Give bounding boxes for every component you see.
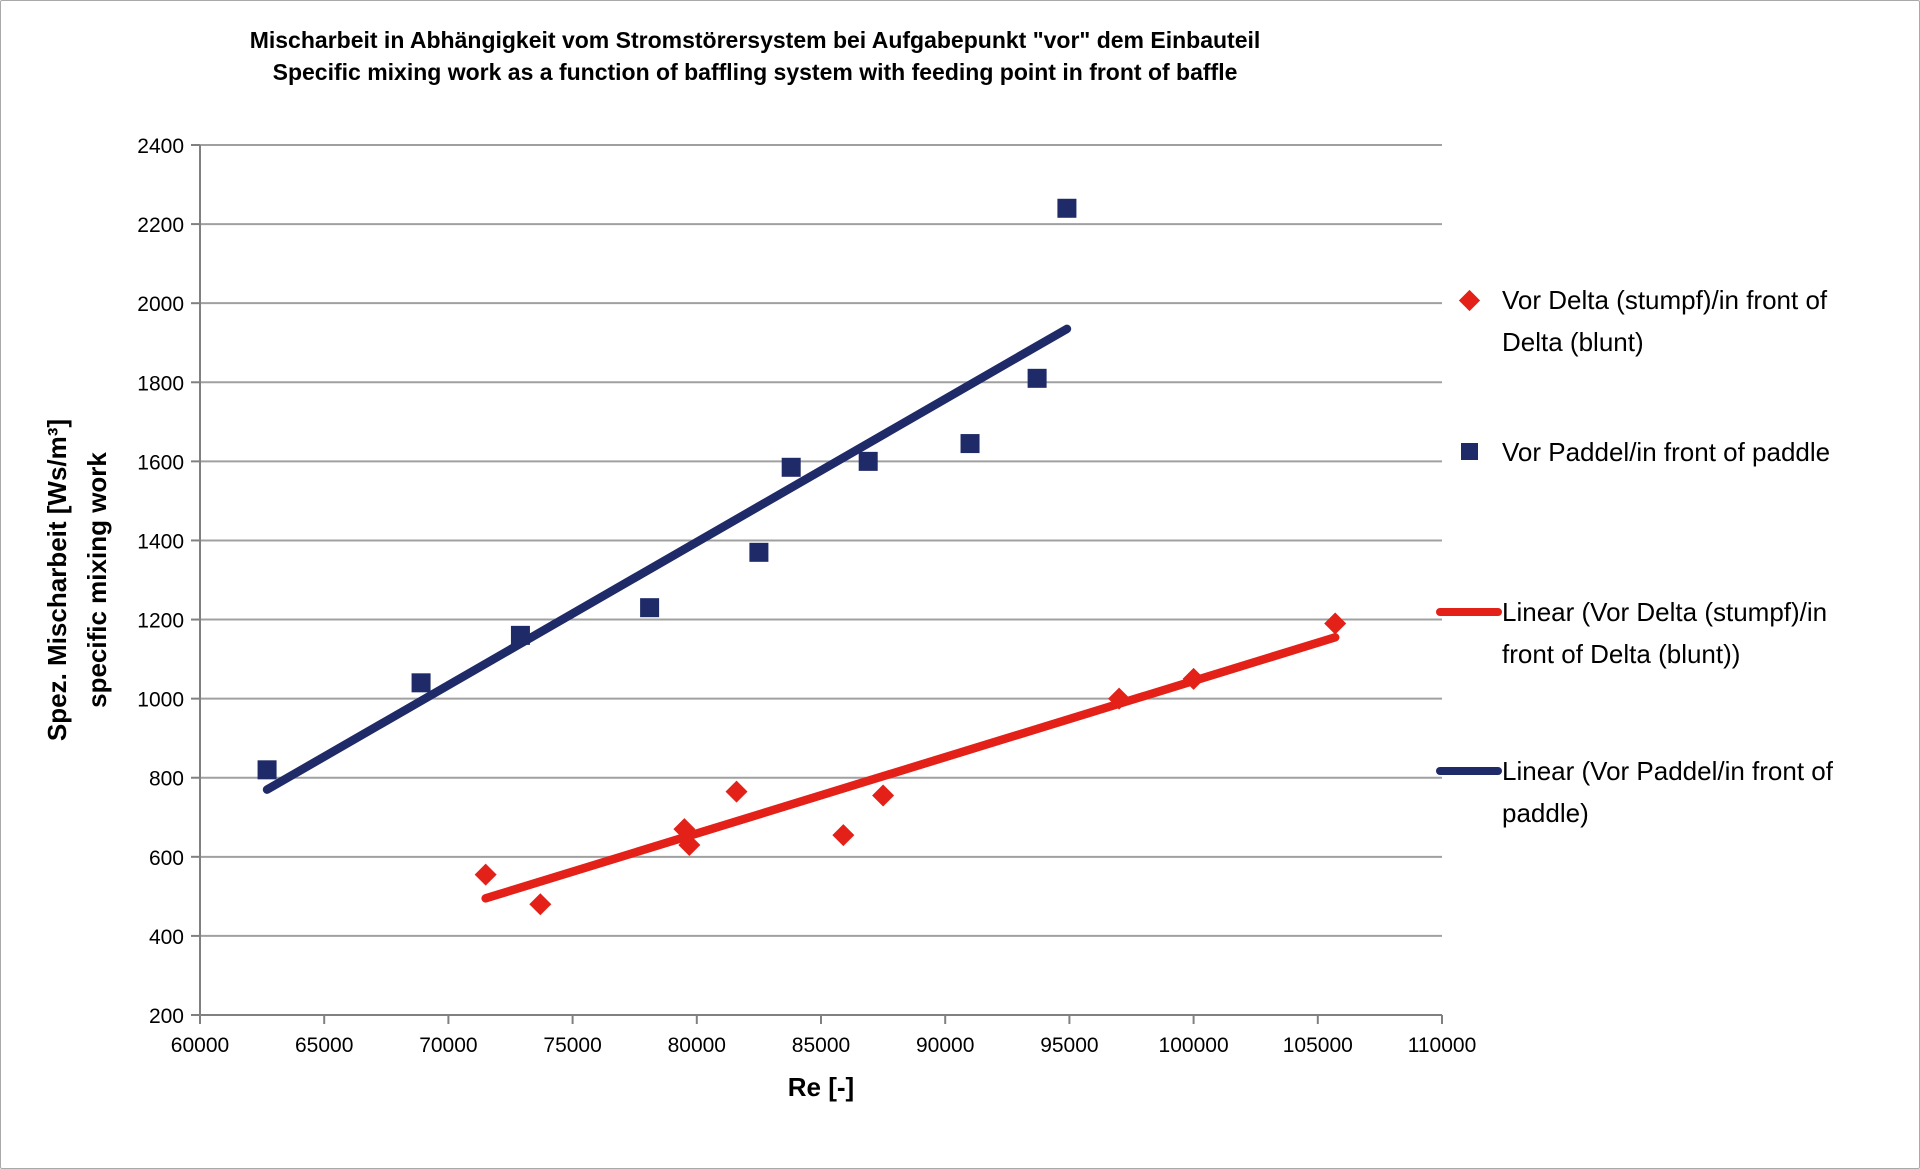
y-tick-label: 1600 bbox=[137, 451, 184, 474]
x-tick-label: 105000 bbox=[1283, 1034, 1353, 1057]
data-point-square bbox=[781, 457, 801, 477]
legend-label: Vor Paddel/in front of paddle bbox=[1502, 437, 1831, 467]
data-point-square bbox=[257, 760, 277, 780]
navy-trendline-icon bbox=[1436, 767, 1502, 775]
legend-entry-paddle-trendline: Linear (Vor Paddel/in front of paddle) bbox=[1436, 750, 1914, 834]
data-point-square bbox=[1027, 368, 1047, 388]
red-diamond-icon bbox=[1458, 289, 1480, 312]
data-point-square bbox=[640, 598, 660, 618]
x-axis-title: Re [-] bbox=[787, 1072, 855, 1102]
y-axis-title-line-english: specific mixing work bbox=[82, 452, 112, 708]
navy-square-icon bbox=[1460, 443, 1478, 460]
x-tick-labels: 60000 65000 70000 75000 80000 85000 90000 95000… bbox=[171, 1015, 1476, 1057]
data-point-diamond bbox=[725, 780, 748, 803]
legend-label: Vor Delta (stumpf)/in front of Delta (blu… bbox=[1502, 285, 1828, 357]
chart-title: Mischarbeit in Abhängigkeit vom Stromstö… bbox=[0, 24, 1510, 88]
x-tick-label: 70000 bbox=[419, 1034, 477, 1057]
data-point-diamond bbox=[474, 863, 497, 886]
trendlines bbox=[262, 324, 1340, 903]
trendline bbox=[262, 324, 1072, 794]
x-tick-label: 80000 bbox=[668, 1034, 726, 1057]
series-square bbox=[257, 198, 1077, 780]
data-point-square bbox=[411, 673, 431, 693]
x-tick-label: 95000 bbox=[1040, 1034, 1098, 1057]
trendline bbox=[481, 633, 1340, 903]
data-point-diamond bbox=[1108, 687, 1131, 710]
y-tick-labels: 200 400 600 800 1000 1200 1400 1600 1800 2000 2200… bbox=[137, 135, 200, 1028]
gridlines bbox=[200, 144, 1442, 937]
data-point-diamond bbox=[872, 784, 895, 807]
series-diamond bbox=[474, 612, 1347, 916]
x-tick-label: 65000 bbox=[295, 1034, 353, 1057]
x-tick-label: 110000 bbox=[1408, 1034, 1477, 1057]
y-tick-label: 2200 bbox=[137, 214, 184, 237]
y-tick-label: 1400 bbox=[137, 530, 184, 553]
data-point-square bbox=[1057, 198, 1077, 218]
data-point-diamond bbox=[529, 893, 552, 916]
chart-title-line-english: Specific mixing work as a function of ba… bbox=[272, 59, 1238, 85]
data-point-square bbox=[960, 434, 980, 454]
y-tick-label: 1800 bbox=[137, 372, 184, 395]
data-point-diamond bbox=[832, 824, 855, 847]
data-point-square bbox=[858, 451, 878, 471]
y-tick-label: 800 bbox=[149, 768, 184, 791]
legend-label: Linear (Vor Paddel/in front of paddle) bbox=[1502, 756, 1833, 828]
y-tick-label: 2400 bbox=[137, 135, 184, 158]
x-tick-label: 90000 bbox=[916, 1034, 974, 1057]
y-tick-label: 2000 bbox=[137, 293, 184, 316]
legend-entry-delta-trendline: Linear (Vor Delta (stumpf)/in front of De… bbox=[1436, 591, 1914, 675]
y-tick-label: 1000 bbox=[137, 689, 184, 712]
legend-entry-delta-points: Vor Delta (stumpf)/in front of Delta (blu… bbox=[1436, 279, 1914, 363]
x-tick-label: 85000 bbox=[792, 1034, 850, 1057]
data-point-diamond bbox=[678, 833, 701, 856]
y-tick-label: 400 bbox=[149, 926, 184, 949]
data-point-square bbox=[749, 542, 769, 562]
data-point-diamond bbox=[1182, 667, 1205, 690]
x-tick-label: 60000 bbox=[171, 1034, 229, 1057]
chart-title-line-german: Mischarbeit in Abhängigkeit vom Stromstö… bbox=[249, 27, 1261, 53]
legend-label: Linear (Vor Delta (stumpf)/in front of De… bbox=[1502, 597, 1828, 669]
red-trendline-icon bbox=[1436, 608, 1502, 616]
x-tick-label: 100000 bbox=[1159, 1034, 1229, 1057]
x-tick-label: 75000 bbox=[543, 1034, 601, 1057]
y-tick-label: 1200 bbox=[137, 610, 184, 633]
y-tick-label: 200 bbox=[149, 1005, 184, 1028]
axes bbox=[199, 145, 1442, 1016]
y-axis-title-line-german: Spez. Mischarbeit [Ws/m³] bbox=[42, 418, 72, 742]
legend-entry-paddle-points: Vor Paddel/in front of paddle bbox=[1436, 431, 1914, 473]
y-axis-title: Spez. Mischarbeit [Ws/m³] specific mixin… bbox=[37, 280, 117, 880]
y-tick-label: 600 bbox=[149, 847, 184, 870]
data-point-diamond bbox=[1324, 612, 1347, 635]
data-point-square bbox=[510, 625, 530, 645]
